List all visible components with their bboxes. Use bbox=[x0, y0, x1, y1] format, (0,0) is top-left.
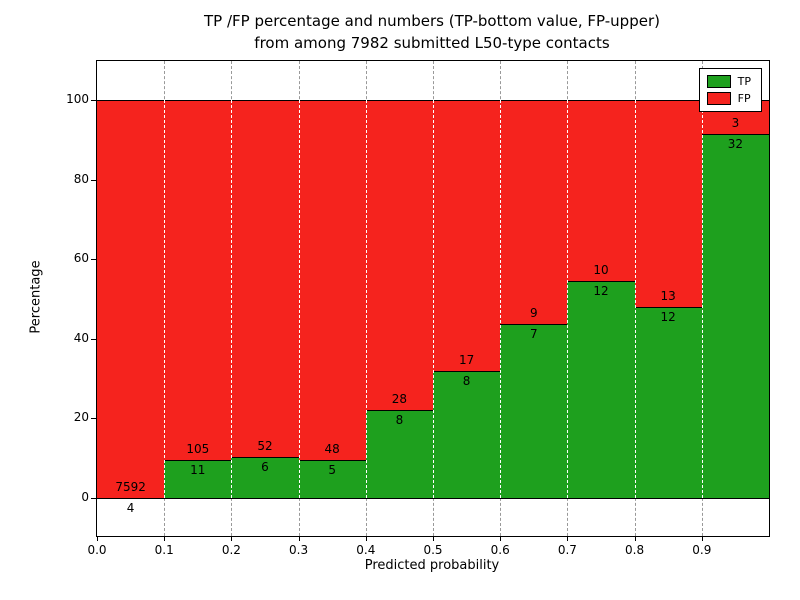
tp-count-label: 7 bbox=[529, 326, 538, 341]
bar-segment-tp bbox=[634, 306, 702, 498]
fp-count-label: 7592 bbox=[115, 479, 146, 494]
y-tick-mark bbox=[91, 418, 97, 420]
legend-swatch-fp bbox=[706, 92, 731, 105]
bar-segment-fp bbox=[634, 100, 702, 307]
x-tick-mark bbox=[701, 536, 703, 541]
fp-count-label: 28 bbox=[391, 391, 408, 406]
fp-count-label: 10 bbox=[593, 262, 609, 277]
plot-area: 7592 4 105 11 52 6 48 5 28 8 17 8 9 7 10 12 13 12 3 32 0.0 0.… bbox=[66, 60, 770, 557]
y-tick-mark bbox=[91, 338, 97, 340]
chart-title-line2: from among 7982 submitted L50-type conta… bbox=[254, 34, 610, 52]
grid-line-vertical-white bbox=[433, 100, 434, 498]
bar-segment-fp bbox=[97, 100, 165, 498]
bar-segment-fp bbox=[365, 100, 433, 410]
x-tick-mark bbox=[298, 536, 300, 541]
fp-count-label: 3 bbox=[731, 116, 740, 131]
legend-item-fp: FP bbox=[706, 90, 751, 107]
tp-count-label: 12 bbox=[660, 309, 676, 324]
bar-segment-tp bbox=[567, 280, 635, 498]
bar-segment-fp bbox=[164, 100, 232, 461]
bar-segment-tp bbox=[500, 323, 568, 498]
x-tick-label: 0.7 bbox=[557, 543, 577, 557]
fp-count-label: 17 bbox=[458, 352, 475, 367]
x-axis-label: Predicted probability bbox=[364, 558, 500, 573]
bar-segment-fp bbox=[298, 100, 366, 461]
tp-count-label: 11 bbox=[190, 463, 206, 478]
x-tick-label: 0.1 bbox=[154, 543, 174, 557]
tp-count-label: 12 bbox=[593, 283, 609, 298]
legend-label-tp: TP bbox=[737, 75, 751, 88]
x-tick-mark bbox=[97, 536, 98, 541]
x-tick-mark bbox=[500, 536, 502, 541]
x-tick-mark bbox=[164, 536, 166, 541]
bar-segment-tp bbox=[164, 460, 232, 498]
bar-segment-fp bbox=[433, 100, 501, 371]
y-tick-label: 80 bbox=[73, 171, 89, 186]
y-tick-label: 0 bbox=[81, 490, 89, 504]
tp-count-label: 5 bbox=[328, 463, 337, 478]
bar-segment-fp bbox=[567, 100, 635, 281]
bar-segment-tp bbox=[298, 460, 366, 498]
grid-line-vertical-white bbox=[701, 100, 703, 498]
bar-segment-tp bbox=[231, 456, 299, 498]
x-tick-mark bbox=[231, 536, 233, 541]
x-tick-label: 0.2 bbox=[221, 543, 241, 557]
grid-line-vertical-white bbox=[365, 100, 367, 498]
grid-line-vertical-white bbox=[500, 100, 502, 498]
bar-segment-fp bbox=[231, 100, 299, 457]
y-tick-mark bbox=[91, 100, 97, 101]
grid-line-vertical-white bbox=[164, 100, 166, 498]
x-tick-label: 0.4 bbox=[356, 543, 376, 557]
y-tick-mark bbox=[91, 498, 97, 499]
y-tick-label: 100 bbox=[66, 92, 89, 106]
fp-count-label: 105 bbox=[186, 442, 210, 457]
grid-line-vertical-white bbox=[567, 100, 569, 498]
bar-segment-tp bbox=[365, 409, 433, 498]
grid-line-vertical-white bbox=[298, 100, 300, 498]
fp-count-label: 52 bbox=[257, 438, 273, 453]
tp-count-label: 8 bbox=[395, 412, 404, 427]
chart-title: TP /FP percentage and numbers (TP-bottom… bbox=[96, 10, 768, 54]
y-axis-label: Percentage bbox=[28, 260, 44, 334]
y-tick-mark bbox=[91, 259, 97, 261]
y-tick-mark bbox=[91, 179, 97, 181]
tp-count-label: 4 bbox=[126, 500, 135, 515]
legend-item-tp: TP bbox=[706, 73, 751, 90]
tp-count-label: 32 bbox=[727, 137, 744, 152]
fp-count-label: 13 bbox=[660, 288, 676, 303]
grid-line-vertical-white bbox=[231, 100, 233, 498]
x-tick-label: 0.9 bbox=[692, 543, 712, 557]
chart-title-line1: TP /FP percentage and numbers (TP-bottom… bbox=[204, 12, 660, 30]
y-tick-label: 40 bbox=[73, 330, 89, 345]
x-tick-label: 0.5 bbox=[423, 543, 443, 557]
x-tick-mark bbox=[433, 536, 434, 541]
x-tick-label: 0.0 bbox=[87, 543, 107, 557]
y-tick-label: 60 bbox=[73, 251, 89, 266]
bar-segment-fp bbox=[500, 100, 568, 324]
legend: TP FP bbox=[698, 68, 762, 112]
zero-baseline bbox=[97, 498, 769, 499]
tp-count-label: 8 bbox=[462, 373, 471, 388]
bar-segment-tp bbox=[433, 370, 501, 498]
bar-segment-tp bbox=[701, 134, 769, 498]
grid-line-vertical-white bbox=[634, 100, 636, 498]
x-tick-mark bbox=[634, 536, 636, 541]
x-tick-mark bbox=[567, 536, 569, 541]
tp-count-label: 6 bbox=[261, 459, 269, 474]
x-tick-label: 0.3 bbox=[289, 543, 309, 557]
legend-swatch-tp bbox=[706, 75, 731, 88]
y-tick-label: 20 bbox=[73, 410, 89, 425]
x-tick-label: 0.8 bbox=[625, 543, 645, 557]
x-tick-mark bbox=[365, 536, 367, 541]
x-tick-label: 0.6 bbox=[490, 543, 510, 557]
legend-label-fp: FP bbox=[737, 92, 751, 105]
fp-count-label: 48 bbox=[324, 442, 340, 457]
fp-count-label: 9 bbox=[529, 305, 538, 320]
